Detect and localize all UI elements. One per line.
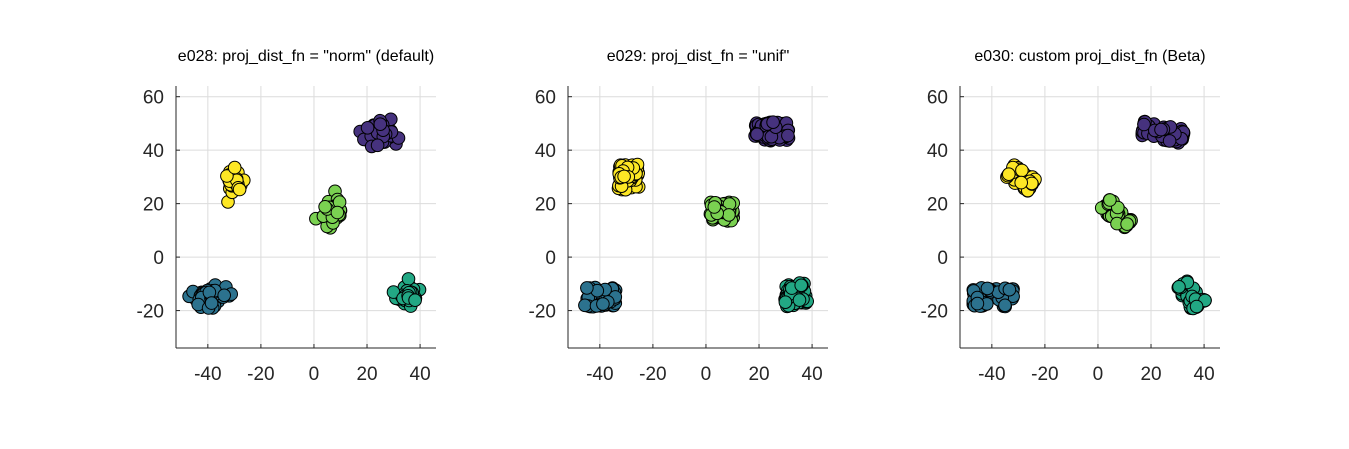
scatter-point <box>1103 193 1117 207</box>
x-tick-label: 20 <box>356 364 377 385</box>
x-tick-label: -40 <box>586 364 613 385</box>
y-tick-label: 20 <box>927 195 948 216</box>
scatter-point <box>707 200 722 214</box>
scatter-point <box>1014 175 1029 190</box>
scatter-point <box>578 298 592 313</box>
scatter-point <box>998 298 1012 313</box>
scatter-point <box>1172 280 1186 294</box>
y-tick-label: 60 <box>927 88 948 109</box>
chart-title: e028: proj_dist_fn = "norm" (default) <box>178 48 434 65</box>
x-tick-label: 20 <box>1140 364 1161 385</box>
y-tick-label: -20 <box>921 302 948 323</box>
x-tick-label: 40 <box>802 364 823 385</box>
scatter-point <box>781 128 795 143</box>
y-tick-label: 0 <box>545 248 556 269</box>
y-tick-label: 60 <box>535 88 556 109</box>
scatter-point <box>1162 134 1177 148</box>
scatter-point <box>970 296 985 311</box>
chart-panel-1: e028: proj_dist_fn = "norm" (default) -40… <box>137 48 436 385</box>
chart-panel-3: e030: custom proj_dist_fn (Beta) -40 -20 0 2… <box>921 48 1220 385</box>
x-tick-label: 0 <box>309 364 320 385</box>
scatter-point <box>596 297 610 311</box>
scatter-point <box>1002 282 1017 297</box>
x-tick-label: -40 <box>978 364 1005 385</box>
scatter-point <box>330 205 345 220</box>
x-tick-label: 40 <box>1194 364 1215 385</box>
y-tick-label: 20 <box>143 195 164 216</box>
x-tick-label: 0 <box>1093 364 1104 385</box>
y-tick-label: -20 <box>137 302 164 323</box>
scatter-point <box>227 160 242 175</box>
x-tick-label: 40 <box>410 364 431 385</box>
scatter-point <box>722 208 736 222</box>
chart-title: e029: proj_dist_fn = "unif" <box>607 48 790 65</box>
scatter-point <box>778 295 793 310</box>
chart-title: e030: custom proj_dist_fn (Beta) <box>974 48 1205 65</box>
y-tick-label: 0 <box>937 248 948 269</box>
scatter-point <box>370 138 385 153</box>
y-tick-label: -20 <box>529 302 556 323</box>
scatter-point <box>1189 299 1204 314</box>
scatter-point <box>217 288 231 303</box>
scatter-point <box>580 281 594 295</box>
scatter-point <box>794 278 809 293</box>
y-tick-label: 0 <box>153 248 164 269</box>
x-tick-label: 20 <box>748 364 769 385</box>
x-tick-label: -20 <box>1031 364 1058 385</box>
scatter-point <box>408 293 422 308</box>
scatter-point <box>1137 117 1151 132</box>
y-tick-label: 20 <box>535 195 556 216</box>
x-tick-label: -40 <box>194 364 221 385</box>
scatter-point <box>1154 122 1168 137</box>
scatter-point <box>220 169 234 183</box>
chart-panel-2: e029: proj_dist_fn = "unif" -40 -20 0 20 40 -2… <box>529 48 828 385</box>
scatter-point <box>204 296 219 310</box>
scatter-point <box>373 117 388 131</box>
scatter-point <box>617 169 631 184</box>
x-tick-label: 0 <box>701 364 712 385</box>
scatter-point <box>792 293 807 307</box>
scatter-point <box>360 121 375 135</box>
scatter-point <box>1015 163 1029 178</box>
scatter-point <box>318 200 332 214</box>
scatter-point <box>980 281 995 296</box>
y-tick-label: 60 <box>143 88 164 109</box>
scatter-point <box>401 272 416 286</box>
x-tick-label: -20 <box>639 364 666 385</box>
y-tick-label: 40 <box>143 141 164 162</box>
scatter-point <box>232 182 247 197</box>
scatter-point <box>1120 217 1134 231</box>
y-tick-label: 40 <box>535 141 556 162</box>
scatter-point <box>766 115 780 129</box>
scatter-point <box>750 127 764 142</box>
scatter-point <box>1002 167 1016 181</box>
x-tick-label: -20 <box>247 364 274 385</box>
y-tick-label: 40 <box>927 141 948 162</box>
